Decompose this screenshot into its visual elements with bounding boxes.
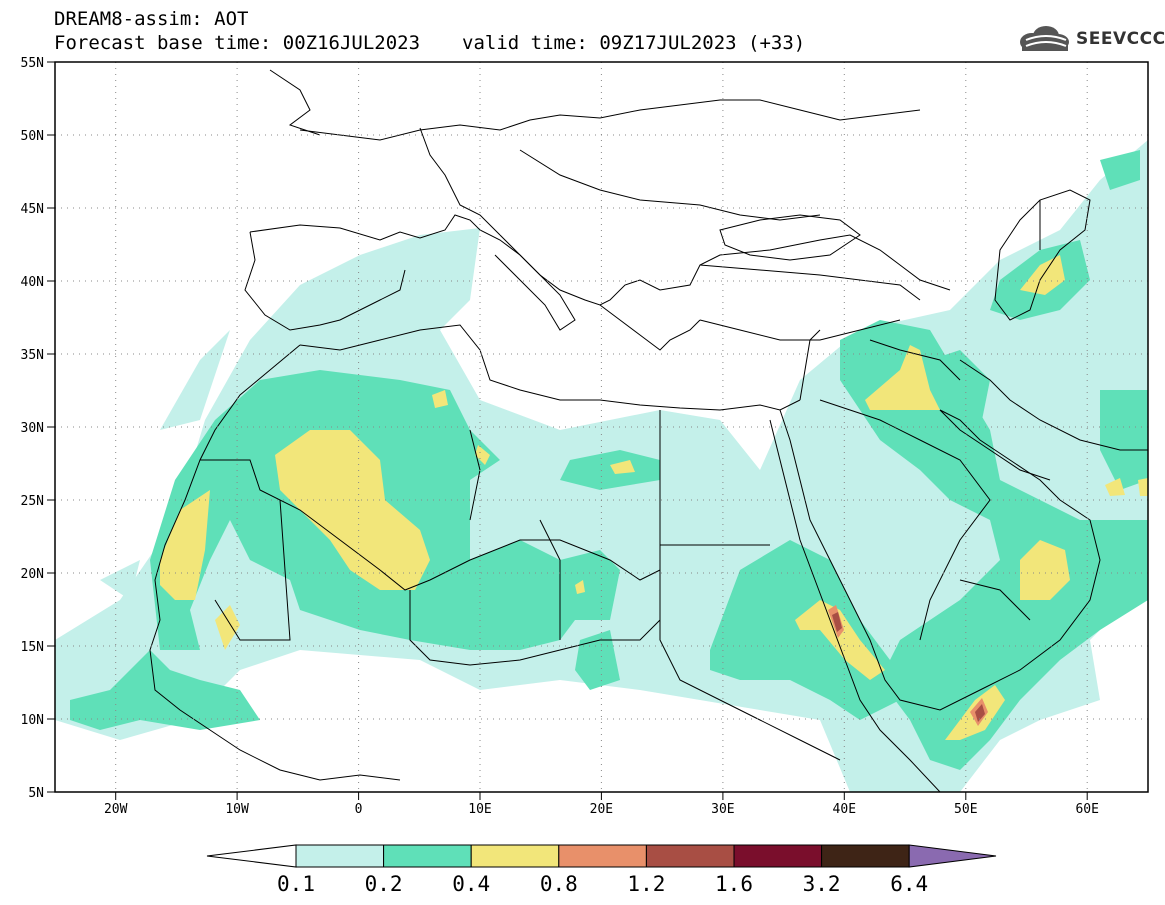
lon-tick-labels: 20W 10W 0 10E 20E 30E 40E 50E 60E (104, 802, 1099, 817)
colorbar-label: 3.2 (802, 872, 841, 896)
colorbar-label: 1.6 (715, 872, 753, 896)
colorbar (206, 844, 997, 868)
colorbar-swatch (821, 844, 910, 868)
map-title: DREAM8-assim: AOT (54, 8, 249, 30)
lon-label: 20W (104, 802, 128, 817)
logo-text: SEEVCCC (1076, 29, 1165, 49)
colorbar-label: 0.4 (452, 872, 491, 896)
lat-label: 35N (21, 348, 44, 363)
valid-time: valid time: 09Z17JUL2023 (+33) (462, 32, 806, 54)
lat-tick-labels: 55N 50N 45N 40N 35N 30N 25N 20N 15N 10N … (21, 56, 44, 801)
lon-label: 10W (225, 802, 249, 817)
colorbar-label: 6.4 (890, 872, 929, 896)
grid-lines (55, 62, 1148, 792)
lat-label: 10N (21, 713, 44, 728)
aot-level-0-4 (160, 255, 1148, 740)
colorbar-swatch (383, 844, 472, 868)
lat-label: 45N (21, 202, 44, 217)
colorbar-over-arrow (908, 844, 997, 868)
colorbar-swatch (470, 844, 560, 868)
lat-label: 55N (21, 56, 44, 71)
base-time: Forecast base time: 00Z16JUL2023 (54, 32, 421, 54)
lat-label: 5N (28, 786, 44, 801)
aot-shading (55, 140, 1148, 792)
colorbar-swatch (295, 844, 385, 868)
tick-marks (47, 61, 1088, 800)
lon-label: 30E (711, 802, 734, 817)
aot-level-1-2 (832, 612, 985, 722)
colorbar-swatch (733, 844, 823, 868)
lon-label: 0 (355, 802, 363, 817)
forecast-time-line: Forecast base time: 00Z16JUL2023 valid ti… (54, 32, 805, 54)
lat-label: 40N (21, 275, 44, 290)
colorbar-under-arrow (206, 844, 297, 868)
colorbar-label: 0.1 (277, 872, 315, 896)
seevccc-logo: SEEVCCC (1016, 24, 1165, 54)
lon-label: 10E (468, 802, 491, 817)
lat-label: 25N (21, 494, 44, 509)
lon-label: 60E (1075, 802, 1098, 817)
coastlines-borders (149, 69, 1148, 792)
colorbar-label: 0.2 (364, 872, 403, 896)
lon-label: 50E (954, 802, 977, 817)
cloud-logo-icon (1020, 26, 1069, 51)
lat-label: 50N (21, 129, 44, 144)
lat-label: 20N (21, 567, 44, 582)
lon-label: 20E (590, 802, 613, 817)
colorbar-swatch (645, 844, 735, 868)
lat-label: 30N (21, 421, 44, 436)
colorbar-swatch (558, 844, 647, 868)
colorbar-label: 1.2 (627, 872, 666, 896)
lat-label: 15N (21, 640, 44, 655)
colorbar-label: 0.8 (539, 872, 578, 896)
lon-label: 40E (833, 802, 856, 817)
